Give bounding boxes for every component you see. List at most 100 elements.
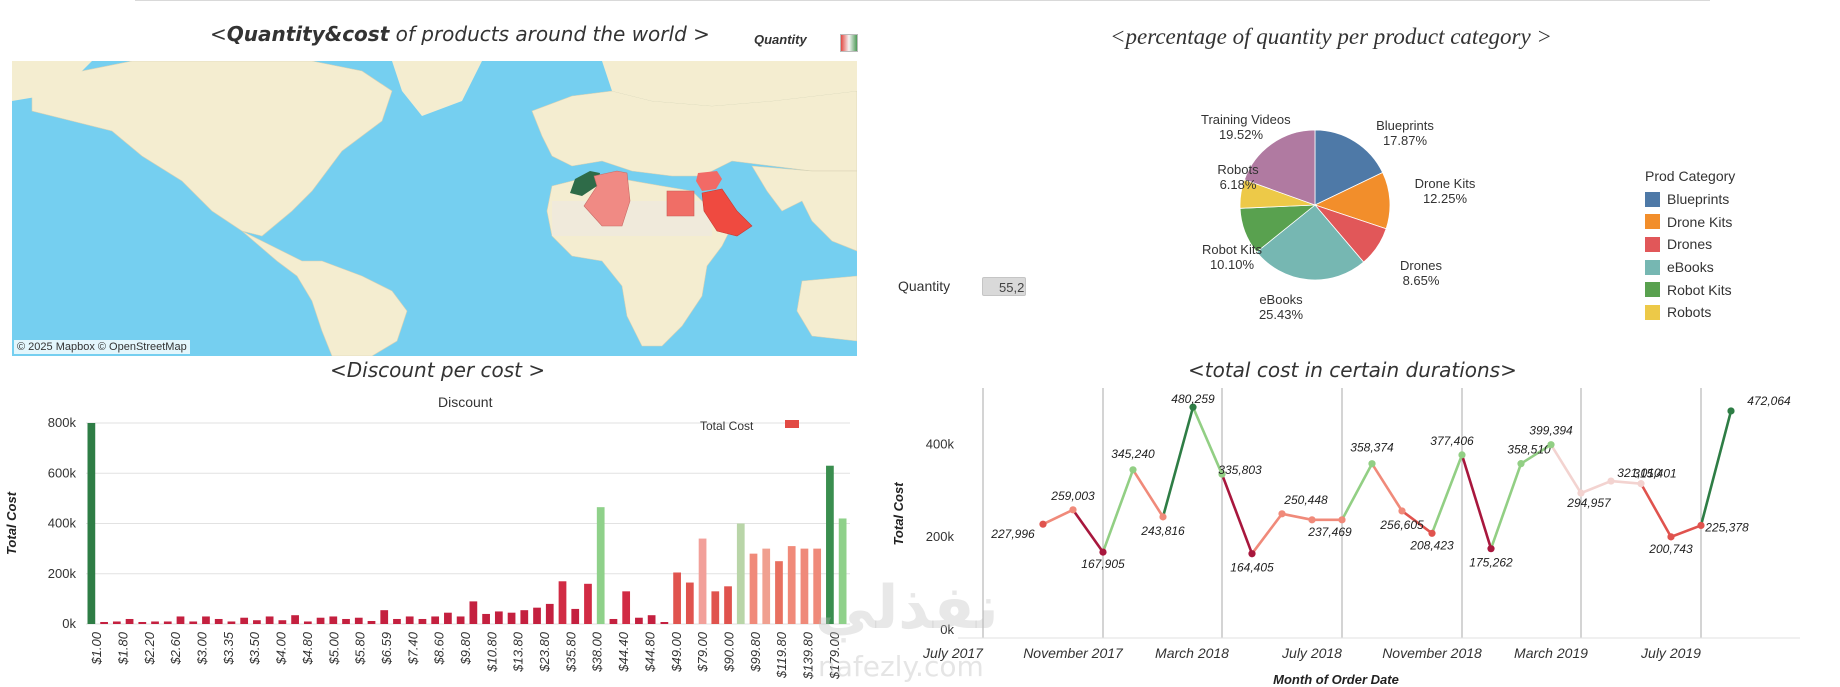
legend-item-ebooks[interactable]: eBooks — [1645, 256, 1735, 279]
bar[interactable] — [163, 621, 172, 624]
map-attribution[interactable]: © 2025 Mapbox © OpenStreetMap — [14, 340, 190, 354]
bar[interactable] — [316, 617, 325, 624]
bar[interactable] — [151, 621, 159, 624]
line-point[interactable] — [1458, 451, 1466, 459]
total-cost-line-chart[interactable]: 0k 200k 400k Total Cost 227,996 259,003 167,90… — [880, 388, 1840, 687]
line-point[interactable] — [1697, 521, 1705, 530]
bar[interactable] — [342, 618, 350, 624]
line-point[interactable] — [1248, 550, 1256, 558]
country-algeria[interactable] — [583, 170, 631, 227]
line-point[interactable] — [1428, 529, 1436, 537]
bar[interactable] — [482, 613, 490, 624]
country-iraq[interactable] — [696, 171, 722, 191]
bar[interactable] — [749, 553, 758, 624]
bar[interactable] — [635, 617, 643, 624]
line-point[interactable] — [1398, 507, 1406, 515]
bar[interactable] — [545, 603, 554, 624]
line-point[interactable] — [1667, 533, 1675, 541]
legend-item-drones[interactable]: Drones — [1645, 233, 1735, 256]
bar[interactable] — [202, 616, 210, 624]
bar[interactable] — [138, 621, 147, 624]
line-point[interactable] — [1487, 545, 1495, 553]
country-saudi-arabia[interactable] — [701, 188, 753, 237]
bar[interactable] — [507, 612, 516, 624]
bar[interactable] — [278, 620, 287, 624]
bar[interactable] — [431, 616, 440, 624]
bar[interactable] — [724, 586, 732, 624]
bar[interactable] — [571, 608, 580, 624]
line-point[interactable] — [1607, 477, 1615, 485]
discount-bar-chart[interactable]: 0k 200k 400k 600k 800k Total Cost Total Cost $1… — [0, 408, 860, 687]
bar[interactable] — [456, 616, 465, 624]
bar[interactable] — [418, 618, 427, 624]
line-point[interactable] — [1637, 480, 1645, 488]
bar[interactable] — [469, 601, 478, 624]
country-morocco[interactable] — [570, 171, 600, 196]
bar[interactable] — [405, 616, 414, 624]
bar[interactable] — [711, 591, 720, 624]
pie-slice-ebooks[interactable] — [1256, 204, 1365, 280]
bar[interactable] — [533, 607, 541, 624]
bar[interactable] — [800, 548, 809, 624]
line-point[interactable] — [1547, 441, 1555, 449]
line-point[interactable] — [1278, 510, 1286, 518]
bar[interactable] — [762, 548, 771, 624]
quantity-filter-slider[interactable]: 55,2 — [982, 277, 1026, 296]
bar[interactable] — [826, 465, 834, 624]
bar[interactable] — [787, 546, 796, 624]
bar[interactable] — [736, 523, 745, 625]
bar[interactable] — [775, 561, 783, 624]
line-point[interactable] — [1039, 520, 1047, 528]
country-egypt[interactable] — [666, 190, 695, 217]
category-pie-chart[interactable] — [1240, 130, 1390, 280]
bar[interactable] — [189, 621, 198, 624]
bar[interactable] — [87, 423, 96, 624]
world-map[interactable] — [12, 61, 857, 356]
line-point[interactable] — [1189, 403, 1197, 411]
bar[interactable] — [380, 610, 389, 624]
bar[interactable] — [813, 548, 822, 624]
legend-item-robot-kits[interactable]: Robot Kits — [1645, 278, 1735, 301]
pie-slice-blueprints[interactable] — [1314, 130, 1384, 206]
bar[interactable] — [673, 572, 681, 624]
line-point[interactable] — [1368, 460, 1376, 468]
bar[interactable] — [303, 621, 312, 624]
bar[interactable] — [291, 615, 299, 624]
bar[interactable] — [214, 618, 223, 624]
line-point[interactable] — [1218, 470, 1226, 478]
bar[interactable] — [367, 620, 376, 624]
legend-item-drone-kits[interactable]: Drone Kits — [1645, 211, 1735, 234]
legend-item-blueprints[interactable]: Blueprints — [1645, 188, 1735, 211]
bar[interactable] — [520, 610, 529, 624]
bar[interactable] — [494, 611, 503, 624]
bar[interactable] — [622, 591, 631, 624]
bar[interactable] — [584, 583, 592, 624]
bar-legend-swatch[interactable] — [785, 420, 799, 428]
pie-slice-training-videos[interactable] — [1243, 130, 1316, 206]
line-point[interactable] — [1159, 513, 1167, 521]
bar[interactable] — [253, 620, 261, 624]
bar[interactable] — [176, 616, 185, 624]
bar[interactable] — [112, 621, 121, 624]
bar[interactable] — [265, 616, 274, 624]
line-point[interactable] — [1308, 516, 1316, 524]
line-point[interactable] — [1099, 548, 1107, 556]
line-point[interactable] — [1129, 466, 1137, 474]
bar[interactable] — [660, 622, 669, 624]
bar[interactable] — [329, 616, 338, 624]
bar[interactable] — [393, 618, 401, 624]
bar[interactable] — [698, 538, 707, 624]
bar[interactable] — [838, 518, 847, 624]
bar[interactable] — [240, 617, 249, 624]
line-point[interactable] — [1727, 407, 1735, 415]
bar[interactable] — [596, 507, 605, 624]
bar[interactable] — [558, 581, 567, 624]
bar[interactable] — [125, 618, 134, 624]
bar[interactable] — [100, 621, 108, 624]
bar[interactable] — [685, 582, 694, 624]
line-point[interactable] — [1069, 506, 1077, 514]
bar[interactable] — [647, 615, 656, 624]
bar[interactable] — [354, 617, 363, 624]
line-point[interactable] — [1517, 460, 1525, 468]
line-point[interactable] — [1338, 516, 1346, 524]
